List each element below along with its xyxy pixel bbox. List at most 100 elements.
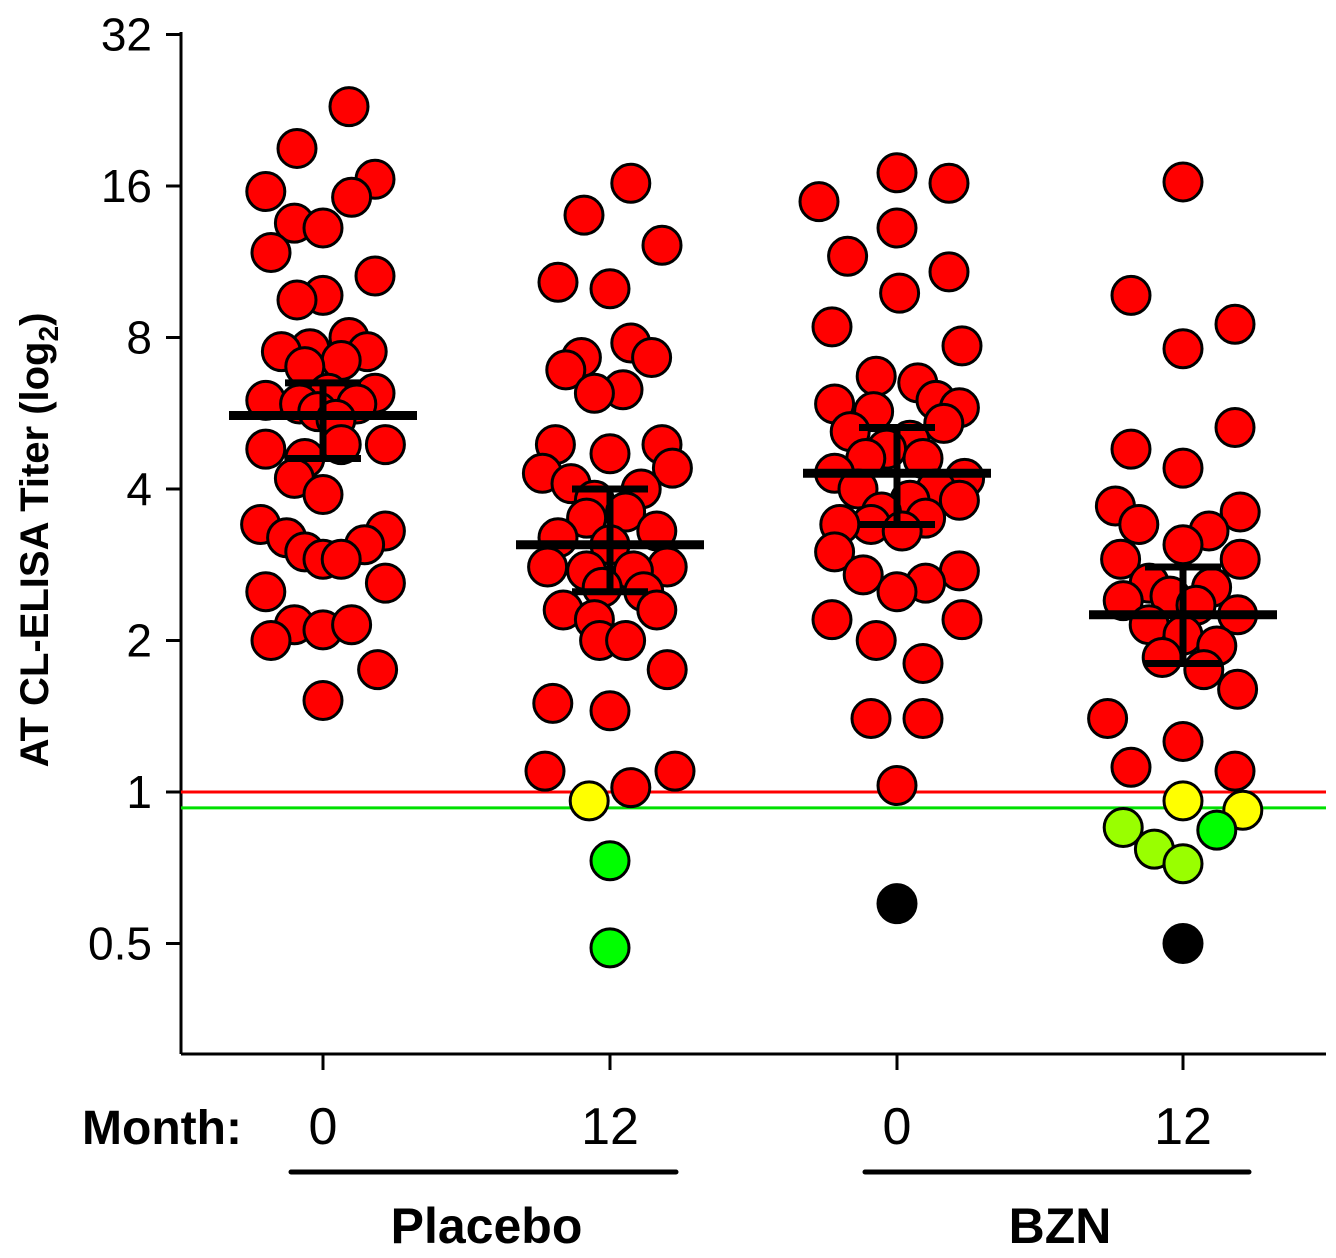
data-point <box>811 599 853 641</box>
data-point <box>798 181 840 223</box>
data-point <box>1217 668 1259 710</box>
data-point <box>811 306 853 348</box>
data-point <box>563 194 605 236</box>
data-point <box>654 750 696 792</box>
data-point <box>1141 637 1183 679</box>
data-point <box>1087 697 1129 739</box>
y-axis-title-main: AT CL-ELISA Titer (log <box>13 342 57 768</box>
data-point <box>1162 447 1204 489</box>
data-point <box>1219 538 1261 580</box>
x-axis-ticks: 0 12 0 12 <box>309 1054 1212 1156</box>
data-point <box>589 840 631 882</box>
data-point <box>568 780 610 822</box>
data-point <box>589 268 631 310</box>
data-point <box>1162 780 1204 822</box>
data-point <box>879 272 921 314</box>
data-point <box>589 433 631 475</box>
data-point <box>250 620 292 661</box>
data-point <box>589 690 631 732</box>
data-point <box>941 599 983 641</box>
data-point <box>302 474 344 516</box>
group-label: Placebo <box>391 1198 583 1254</box>
threshold-lines <box>181 790 1326 810</box>
data-points <box>240 86 1264 969</box>
data-point <box>855 620 897 661</box>
x-tick-label: 12 <box>1154 1098 1212 1156</box>
data-point <box>1102 807 1144 849</box>
group-labels: Placebo BZN <box>288 1169 1252 1254</box>
data-point <box>276 127 318 169</box>
y-axis-title-text: AT CL-ELISA Titer (log2) <box>13 313 64 768</box>
data-point <box>1110 746 1152 788</box>
summary-bars <box>229 379 1277 668</box>
x-tick-label: 0 <box>883 1098 912 1156</box>
data-point <box>876 152 918 194</box>
data-point <box>573 372 615 414</box>
data-point <box>589 927 631 969</box>
data-point <box>245 171 287 213</box>
x-tick-label: 0 <box>309 1098 338 1156</box>
y-tick-label: 16 <box>101 160 152 212</box>
data-point <box>357 649 399 691</box>
data-point <box>532 682 574 724</box>
data-point <box>276 279 318 321</box>
data-point <box>354 255 396 297</box>
data-point <box>245 571 287 613</box>
data-point <box>1183 649 1225 691</box>
data-point <box>1196 809 1238 851</box>
data-point <box>938 479 980 521</box>
data-point <box>537 261 579 303</box>
data-point <box>814 531 856 573</box>
data-point <box>364 424 406 466</box>
data-point <box>1100 538 1142 580</box>
y-tick-label: 8 <box>126 312 152 364</box>
data-point <box>1102 580 1144 622</box>
y-tick-label: 4 <box>126 463 152 515</box>
y-axis-title-close: ) <box>13 313 57 326</box>
data-point <box>902 643 944 685</box>
data-point <box>524 750 566 792</box>
y-tick-label: 1 <box>126 766 152 818</box>
data-point <box>636 589 678 631</box>
data-point <box>842 554 884 596</box>
y-tick-label: 32 <box>101 9 152 61</box>
data-point <box>605 620 647 661</box>
data-point <box>1214 406 1256 448</box>
data-point <box>1110 274 1152 316</box>
data-point <box>1162 524 1204 566</box>
data-point <box>923 402 965 444</box>
data-point <box>876 765 918 807</box>
data-point <box>855 355 897 397</box>
data-point <box>876 571 918 613</box>
x-axis-prefix: Month: <box>82 1102 242 1155</box>
data-point <box>1162 843 1204 885</box>
x-tick-label: 12 <box>581 1098 639 1156</box>
data-point <box>1162 923 1204 964</box>
data-point <box>1162 161 1204 203</box>
data-point <box>527 546 569 588</box>
data-point <box>827 235 869 277</box>
y-tick-label: 2 <box>126 615 152 667</box>
data-point <box>302 679 344 721</box>
data-point <box>631 337 673 379</box>
y-axis-title: AT CL-ELISA Titer (log2) <box>13 313 64 768</box>
data-point <box>646 649 688 691</box>
data-point <box>1219 491 1261 533</box>
data-point <box>1118 504 1160 546</box>
data-point <box>1110 428 1152 470</box>
data-point <box>610 162 652 204</box>
data-point <box>876 883 918 925</box>
data-point <box>364 562 406 604</box>
data-point <box>610 767 652 809</box>
y-axis-ticks: 0.5 1 2 4 8 16 32 <box>88 9 181 970</box>
data-point <box>331 604 373 646</box>
data-point <box>876 207 918 249</box>
y-tick-label: 0.5 <box>88 918 152 970</box>
data-point <box>850 697 892 739</box>
data-point <box>902 697 944 739</box>
data-point <box>566 497 608 539</box>
data-point <box>928 251 970 293</box>
data-point <box>320 538 362 580</box>
data-point <box>938 550 980 592</box>
